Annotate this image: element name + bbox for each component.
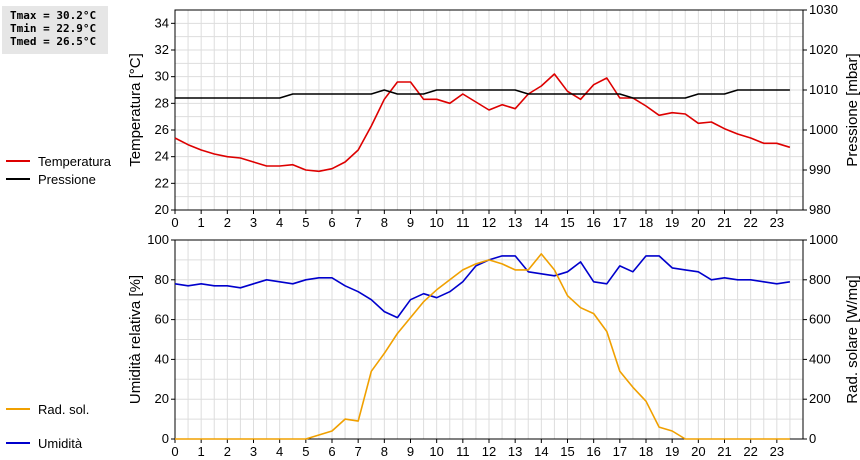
x-tick-label: 21: [717, 444, 731, 459]
x-tick-label: 15: [560, 444, 574, 459]
y-tick-label-left: 0: [162, 431, 169, 446]
x-tick-label: 14: [534, 444, 548, 459]
y-axis-title-left: Temperatura [°C]: [127, 53, 144, 167]
stat-tmax: Tmax = 30.2°C: [10, 9, 97, 22]
x-tick-label: 2: [224, 215, 231, 230]
x-tick-label: 9: [407, 444, 414, 459]
x-tick-label: 15: [560, 215, 574, 230]
x-tick-label: 19: [665, 444, 679, 459]
x-tick-label: 22: [743, 444, 757, 459]
series-line-umidit-: [174, 255, 791, 319]
x-tick-label: 1: [198, 444, 205, 459]
y-axis-title-left: Umidità relativa [%]: [127, 275, 144, 404]
y-tick-label-left: 22: [155, 175, 169, 190]
legend-label-pressione: Pressione: [38, 172, 96, 187]
x-tick-label: 17: [613, 444, 627, 459]
x-tick-label: 11: [456, 215, 470, 230]
y-tick-label-right: 990: [809, 162, 831, 177]
y-tick-label-left: 30: [155, 69, 169, 84]
y-tick-label-left: 20: [155, 391, 169, 406]
y-tick-label-left: 20: [155, 202, 169, 217]
x-tick-label: 5: [302, 444, 309, 459]
legend-swatch-pressione: [6, 177, 30, 180]
x-tick-label: 8: [381, 444, 388, 459]
y-tick-label-right: 400: [809, 351, 831, 366]
x-tick-label: 20: [691, 215, 705, 230]
y-tick-label-right: 1000: [809, 122, 838, 137]
y-tick-label-right: 980: [809, 202, 831, 217]
legend-item-radsol: Rad. sol.: [6, 402, 89, 418]
x-tick-label: 23: [770, 215, 784, 230]
stat-tmed: Tmed = 26.5°C: [10, 35, 97, 48]
x-tick-label: 18: [639, 444, 653, 459]
legend-swatch-radsol: [6, 407, 30, 410]
x-tick-label: 10: [429, 444, 443, 459]
legend-swatch-temperatura: [6, 159, 30, 162]
y-tick-label-left: 28: [155, 95, 169, 110]
x-tick-label: 16: [586, 444, 600, 459]
y-tick-label-left: 100: [147, 232, 169, 247]
series-line-pressione: [175, 89, 790, 99]
y-tick-label-right: 800: [809, 272, 831, 287]
y-tick-label-right: 600: [809, 312, 831, 327]
x-tick-label: 5: [302, 215, 309, 230]
series-line-rad-sol-: [175, 253, 790, 440]
x-tick-label: 2: [224, 444, 231, 459]
y-tick-label-left: 60: [155, 312, 169, 327]
x-tick-label: 23: [770, 444, 784, 459]
y-tick-label-right: 1000: [809, 232, 838, 247]
y-tick-label-left: 24: [155, 149, 169, 164]
x-tick-label: 9: [407, 215, 414, 230]
legend-item-pressione: Pressione: [6, 172, 96, 188]
x-tick-label: 6: [328, 444, 335, 459]
x-tick-label: 13: [508, 444, 522, 459]
x-tick-label: 12: [482, 215, 496, 230]
x-tick-label: 8: [381, 215, 388, 230]
legend-label-umidita: Umidità: [38, 436, 83, 451]
x-tick-label: 0: [171, 444, 178, 459]
x-tick-label: 12: [482, 444, 496, 459]
x-tick-label: 3: [250, 215, 257, 230]
x-tick-label: 3: [250, 444, 257, 459]
legend-item-temperatura: Temperatura: [6, 154, 111, 170]
x-tick-label: 7: [355, 444, 362, 459]
y-axis-title-right: Rad. solare [W/mq]: [844, 275, 860, 403]
y-tick-label-right: 1010: [809, 82, 838, 97]
y-tick-label-right: 200: [809, 391, 831, 406]
y-tick-label-left: 40: [155, 351, 169, 366]
x-tick-label: 19: [665, 215, 679, 230]
y-axis-title-right: Pressione [mbar]: [844, 53, 860, 166]
y-tick-label-right: 1030: [809, 2, 838, 17]
x-tick-label: 10: [429, 215, 443, 230]
x-tick-label: 22: [743, 215, 757, 230]
x-tick-label: 20: [691, 444, 705, 459]
x-tick-label: 4: [276, 444, 283, 459]
x-tick-label: 4: [276, 215, 283, 230]
x-tick-label: 13: [508, 215, 522, 230]
x-tick-label: 1: [198, 215, 205, 230]
x-tick-label: 6: [328, 215, 335, 230]
x-tick-label: 14: [534, 215, 548, 230]
stat-tmin: Tmin = 22.9°C: [10, 22, 97, 35]
x-tick-label: 7: [355, 215, 362, 230]
y-tick-label-right: 1020: [809, 42, 838, 57]
x-tick-label: 21: [717, 215, 731, 230]
y-tick-label-left: 80: [155, 272, 169, 287]
y-tick-label-left: 26: [155, 122, 169, 137]
x-tick-label: 18: [639, 215, 653, 230]
x-tick-label: 17: [613, 215, 627, 230]
legend-swatch-umidita: [6, 441, 30, 444]
stats-box: Tmax = 30.2°C Tmin = 22.9°C Tmed = 26.5°…: [2, 6, 108, 54]
x-tick-label: 11: [456, 444, 470, 459]
y-tick-label-right: 0: [809, 431, 816, 446]
x-tick-label: 0: [171, 215, 178, 230]
legend-item-umidita: Umidità: [6, 436, 82, 452]
legend-label-radsol: Rad. sol.: [38, 402, 90, 417]
y-tick-label-left: 34: [155, 15, 169, 30]
x-tick-label: 16: [586, 215, 600, 230]
series-line-temperatura: [174, 73, 791, 173]
legend-label-temperatura: Temperatura: [38, 154, 111, 169]
y-tick-label-left: 32: [155, 42, 169, 57]
